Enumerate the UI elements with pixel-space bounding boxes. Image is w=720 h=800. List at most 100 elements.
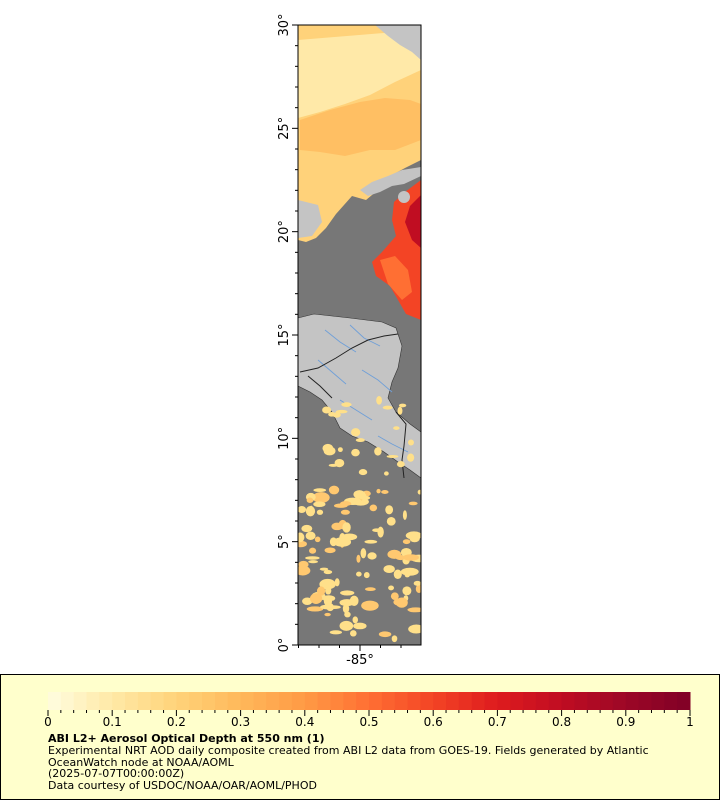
lat-tick-label: 10° <box>277 427 292 450</box>
aod-patch <box>320 604 334 610</box>
colorbar-cell <box>189 692 203 710</box>
colorbar-cell <box>163 692 177 710</box>
aod-patch <box>386 517 396 526</box>
colorbar-cell <box>625 692 640 710</box>
aod-patch <box>324 612 331 617</box>
colorbar-cell <box>176 692 190 710</box>
aod-patch <box>349 630 357 637</box>
land-florida <box>375 25 421 60</box>
aod-patch <box>298 560 309 569</box>
colorbar-cell <box>227 692 242 710</box>
aod-patch <box>361 600 379 611</box>
aod-patch <box>329 630 343 635</box>
colorbar-cell <box>561 692 575 710</box>
aod-patch <box>341 533 358 541</box>
colorbar-cell <box>369 692 383 710</box>
aod-patch <box>377 526 384 538</box>
colorbar-cell <box>510 692 524 710</box>
aod-patch <box>337 447 343 453</box>
aod-patch <box>322 595 336 602</box>
legend-time: (2025-07-07T00:00:00Z) <box>48 767 185 780</box>
legend-credit: Data courtesy of USDOC/NOAA/OAR/AOML/PHO… <box>48 779 317 792</box>
aod-patch <box>314 536 321 543</box>
aod-patch <box>324 547 336 554</box>
land-mexico-coast <box>298 200 322 238</box>
aod-patch <box>313 488 327 492</box>
aod-patch <box>319 567 329 571</box>
lat-tick-label: 5° <box>277 534 292 549</box>
colorbar-tick-label: 0.7 <box>488 715 507 729</box>
aod-patch <box>342 522 351 533</box>
colorbar-cell <box>343 692 357 710</box>
colorbar-cell <box>394 692 409 710</box>
longitude-axis: -85° <box>298 645 402 668</box>
aod-patch <box>369 504 378 512</box>
colorbar-cell <box>600 692 614 710</box>
aod-patch <box>340 590 355 596</box>
aod-patch <box>405 531 421 540</box>
aod-patch <box>386 454 399 458</box>
colorbar-cell <box>664 692 678 710</box>
legend-panel: 0 0.1 0.2 0.3 0.4 0.5 0.6 0.7 0.8 0.9 1 ABI L2+ Ae… <box>0 674 720 800</box>
colorbar-cell <box>471 692 486 710</box>
aod-patch <box>360 548 367 559</box>
aod-patch <box>355 438 365 443</box>
aod-patch <box>339 599 355 607</box>
aod-patch <box>400 567 419 576</box>
aod-patch <box>353 622 367 630</box>
aod-patch <box>391 635 398 643</box>
aod-very-high-core <box>405 195 421 248</box>
aod-patch <box>376 488 381 494</box>
colorbar-tick-label: 0.8 <box>552 715 571 729</box>
aod-patch <box>381 490 389 495</box>
aod-patch <box>385 505 394 515</box>
aod-patch <box>353 490 366 499</box>
colorbar-cell <box>202 692 216 710</box>
aod-patch <box>316 509 324 515</box>
aod-patch <box>319 578 336 590</box>
aod-patch <box>298 565 311 576</box>
colorbar-cell <box>612 692 627 710</box>
aod-patch <box>402 586 412 596</box>
rivers <box>317 324 409 453</box>
aod-patch <box>374 447 382 456</box>
aod-patch <box>341 402 352 407</box>
colorbar-tick-label: 0.1 <box>103 715 122 729</box>
aod-patch <box>328 485 340 495</box>
colorbar-cell <box>112 692 126 710</box>
aod-patch <box>390 592 399 601</box>
colorbar-cell <box>446 692 460 710</box>
colorbar-cell <box>214 692 229 710</box>
colorbar-tick-label: 0.5 <box>359 715 378 729</box>
aod-patch <box>298 532 305 543</box>
colorbar-cell <box>86 692 100 710</box>
colorbar-tick-label: 0.6 <box>424 715 443 729</box>
aod-patch <box>376 395 383 405</box>
aod-moderate-band <box>300 98 421 156</box>
aod-patch <box>408 624 421 634</box>
colorbar-tick-label: 1 <box>686 715 694 729</box>
colorbar-cell <box>420 692 434 710</box>
aod-patch <box>408 501 418 506</box>
colorbar: 0 0.1 0.2 0.3 0.4 0.5 0.6 0.7 0.8 0.9 1 <box>44 692 694 729</box>
aod-patch <box>356 554 361 563</box>
colorbar-cell <box>587 692 601 710</box>
lat-tick-label: 25° <box>277 117 292 140</box>
legend-description: Experimental NRT AOD daily composite cre… <box>48 744 649 769</box>
aod-patch <box>393 598 408 606</box>
legend-title: ABI L2+ Aerosol Optical Depth at 550 nm … <box>48 732 325 745</box>
aod-patch <box>417 489 421 495</box>
aod-patch <box>396 461 405 468</box>
aod-patch <box>351 448 360 457</box>
colorbar-cell <box>73 692 88 710</box>
colorbar-cell <box>48 692 62 710</box>
aod-patch <box>382 405 393 410</box>
colorbar-tick-label: 0.3 <box>231 715 250 729</box>
aod-patch <box>402 539 411 545</box>
colorbar-tick-label: 0.2 <box>167 715 186 729</box>
colorbar-cell <box>137 692 152 710</box>
colorbar-cell <box>125 692 139 710</box>
aod-patch <box>301 524 313 533</box>
aod-south-scatter <box>298 395 421 643</box>
aod-high-patch <box>380 256 412 300</box>
